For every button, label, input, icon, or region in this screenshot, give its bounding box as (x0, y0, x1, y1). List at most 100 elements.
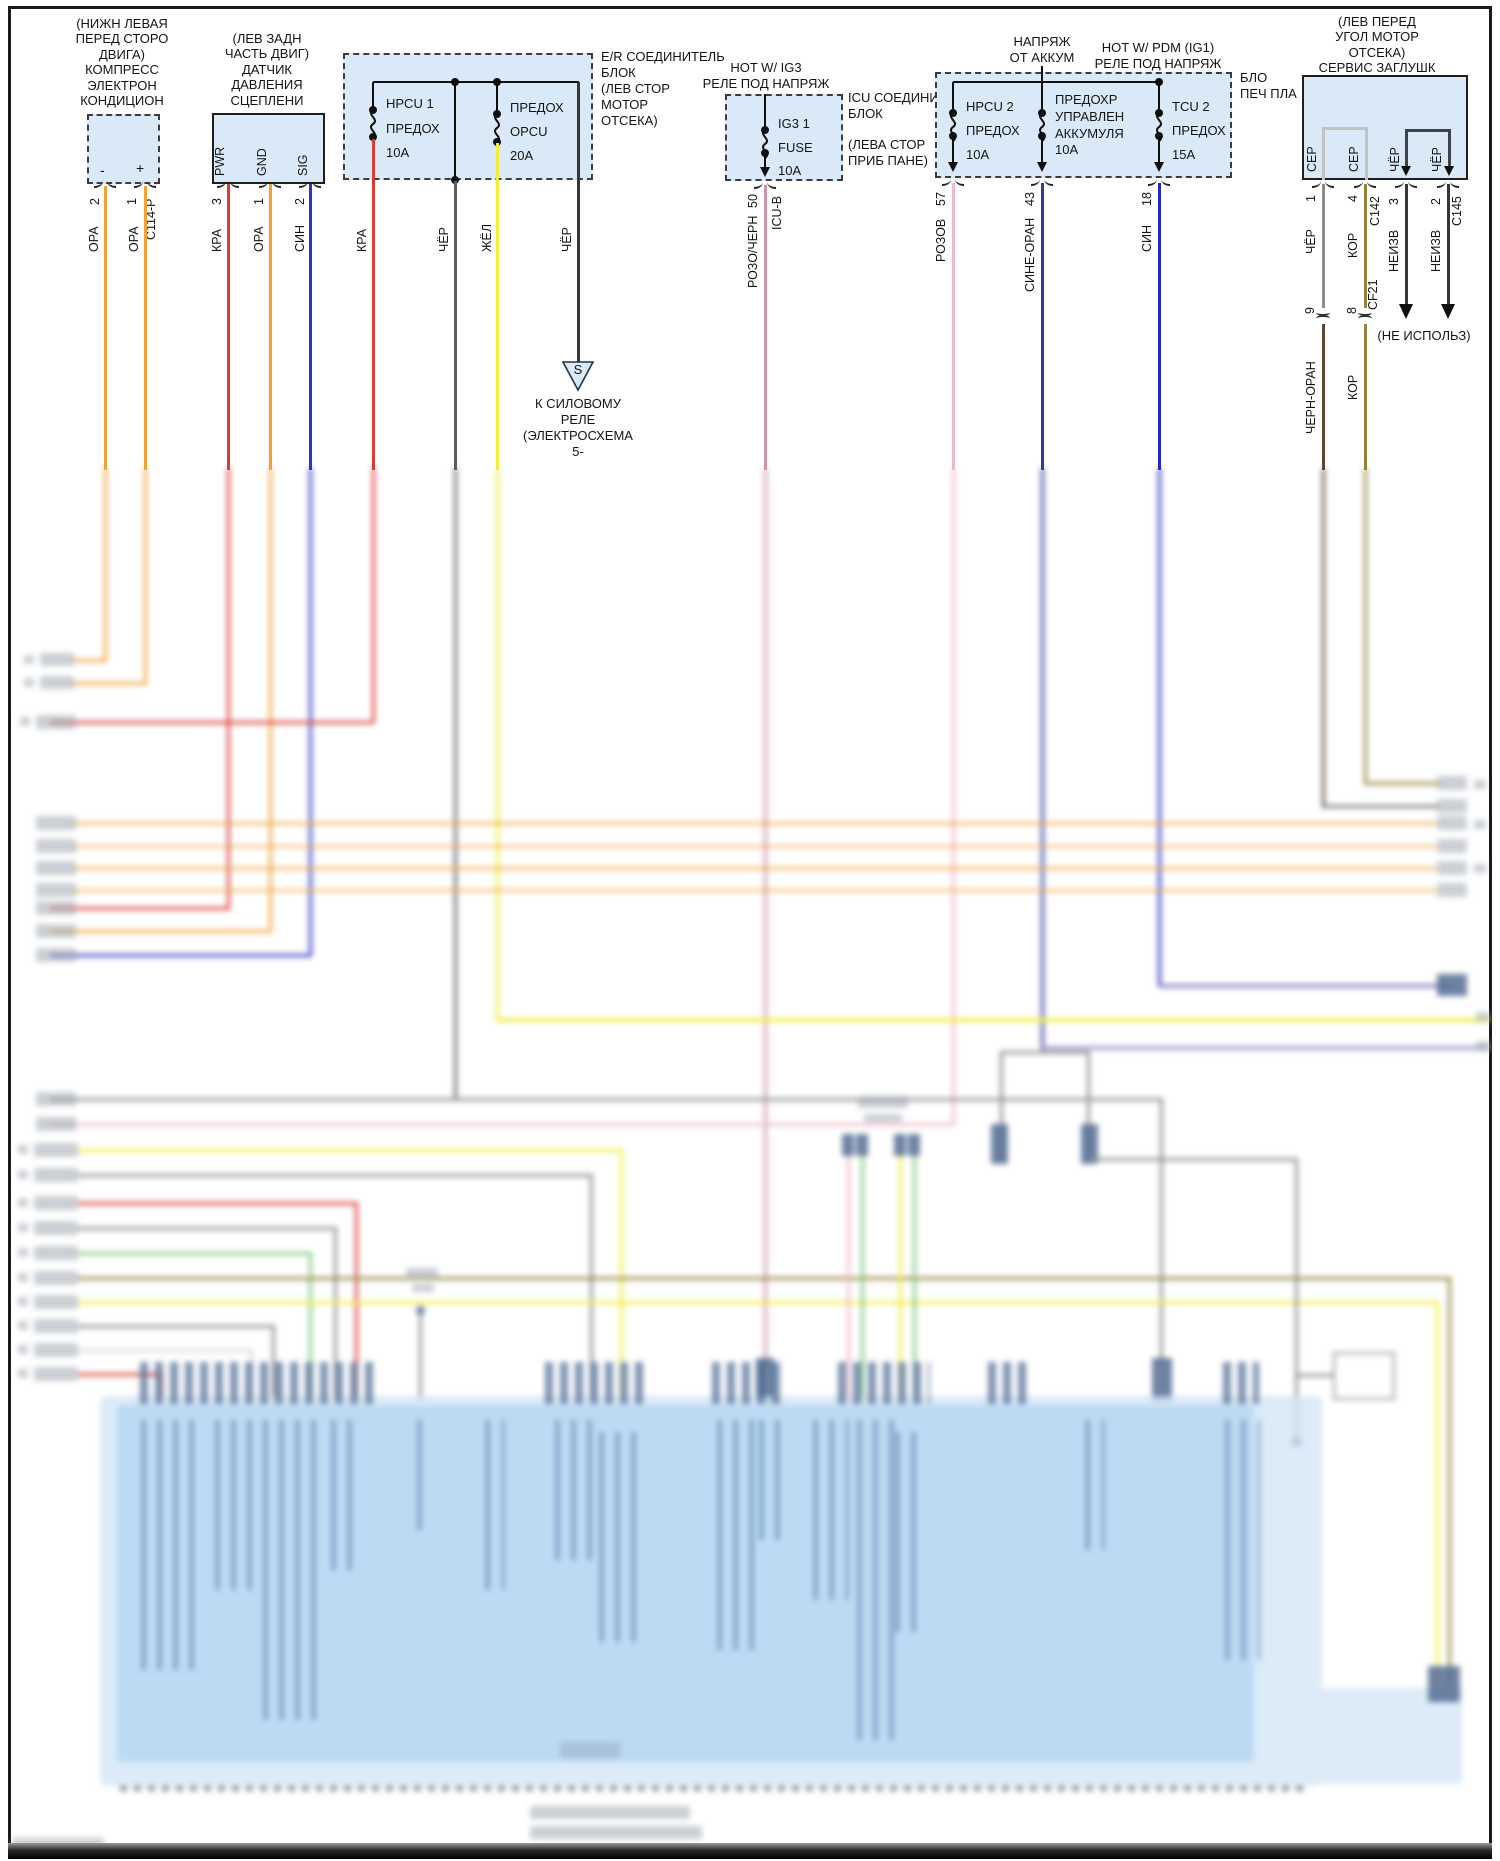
fuse-label: ПРЕДОХ (510, 100, 564, 115)
fuse-lead (764, 94, 766, 126)
fuse-lead (1158, 138, 1160, 162)
fuse-dot (949, 132, 957, 140)
wire-ora (103, 186, 107, 470)
wire-neizv (1446, 184, 1450, 304)
fuse-lead (1041, 138, 1043, 162)
pin-bracket (1354, 181, 1376, 188)
pdm-header: РЕЛЕ ПОД НАПРЯЖ (1094, 56, 1222, 71)
arrow-down (948, 162, 958, 172)
unused-arrow (1441, 304, 1455, 319)
wire-rozo-chern (763, 185, 767, 470)
wire-kra (226, 184, 230, 470)
compressor-box (87, 114, 160, 184)
fuse-label: ПРЕДОХ (1172, 123, 1226, 138)
wire-sine-oran (1040, 183, 1044, 470)
fuse-dot (1155, 132, 1163, 140)
fuse-label: 15A (1172, 147, 1196, 162)
unused-arrow (1399, 304, 1413, 319)
fuse-label: 10A (778, 163, 802, 178)
junction-dot (451, 78, 459, 86)
fuse-label: ПРЕДОХ (386, 121, 440, 136)
fuse-label: ПРЕДОХ (966, 123, 1020, 138)
pdm-box (935, 72, 1232, 178)
pin-bracket (134, 181, 156, 188)
fuse-dot (493, 110, 501, 118)
wire-cher-gray (1321, 184, 1325, 308)
er-junction-box (343, 53, 593, 180)
arrow-down (1154, 162, 1164, 172)
fuse-label: УПРАВЛЕН (1055, 109, 1125, 124)
fuse-label: HPCU 2 (966, 99, 1014, 114)
inline-connector-break (1316, 308, 1330, 322)
fuse-label: 10A (1055, 142, 1079, 157)
fuse-dot (1038, 132, 1046, 140)
page-bottom-bar (8, 1843, 1492, 1859)
fuse-dot (1038, 109, 1046, 117)
fuse-dot (493, 138, 501, 146)
pin-bracket (754, 182, 776, 189)
pcb-label: ПЕЧ ПЛА (1240, 86, 1297, 101)
fuse-element (494, 113, 500, 143)
power-relay-symbol: S (561, 361, 595, 392)
batt-label: НАПРЯЖ (1013, 34, 1071, 49)
fuse-label: 10A (386, 145, 410, 160)
fuse-label: HPCU 1 (386, 96, 434, 111)
pdm-bus (953, 81, 1160, 83)
er-bus (373, 81, 579, 83)
pin-bracket (1031, 179, 1053, 186)
fuse-label: IG3 1 (778, 116, 810, 131)
fuse-label: ПРЕДОХР (1055, 92, 1118, 107)
wire-chern-oran (1321, 324, 1325, 470)
fuse-lead (372, 82, 374, 108)
pin-plus: + (136, 160, 145, 176)
wire-kor (1363, 184, 1367, 308)
arrow-down (760, 167, 770, 177)
ig3-header: РЕЛЕ ПОД НАПРЯЖ (702, 76, 830, 91)
wire-cher-2 (577, 82, 580, 362)
pin-bracket (94, 181, 116, 188)
wire-sin (1157, 183, 1161, 470)
pdm-header: HOT W/ PDM (IG1) (1101, 40, 1215, 55)
wire-kor (1363, 324, 1367, 470)
jumper-gray (1321, 127, 1325, 180)
fuse-label: 10A (966, 147, 990, 162)
fuse-dot (1155, 109, 1163, 117)
fuse-lead (952, 138, 954, 162)
arrow-down (1444, 166, 1454, 176)
pin-bracket (942, 179, 964, 186)
wire-ora (268, 184, 272, 470)
wire-sin (308, 184, 312, 470)
pin-bracket (299, 181, 321, 188)
fuse-label: 20A (510, 148, 534, 163)
unused-note: (НЕ ИСПОЛЬЗ) (1377, 328, 1471, 343)
fuse-lead (952, 82, 954, 109)
fuse-lead (1158, 82, 1160, 109)
pin-bracket (1312, 181, 1334, 188)
pin-bracket (217, 181, 239, 188)
fuse-dot (369, 133, 377, 141)
arrow-down (1037, 162, 1047, 172)
pin-minus: - (100, 162, 105, 178)
arrow-down (1401, 166, 1411, 176)
wire-neizv (1404, 184, 1408, 304)
wire-ora (143, 186, 147, 470)
fuse-label: OPCU (510, 124, 548, 139)
svg-text:S: S (574, 362, 583, 377)
fuse-dot (369, 106, 377, 114)
fuse-dot (949, 109, 957, 117)
wire-zhel (495, 143, 499, 470)
batt-label: ОТ АККУМ (1009, 50, 1075, 65)
fuse-label: FUSE (778, 140, 813, 155)
jumper-dark (1404, 129, 1408, 166)
pin-bracket (1437, 181, 1459, 188)
er-drop (454, 82, 456, 180)
fuse-dot (761, 126, 769, 134)
pin-bracket (1148, 179, 1170, 186)
wire-cher (453, 181, 457, 470)
pcb-label: БЛО (1240, 70, 1268, 85)
jumper-dark (1447, 129, 1451, 166)
frame-left (8, 6, 11, 1849)
jumper-dark (1404, 129, 1451, 132)
